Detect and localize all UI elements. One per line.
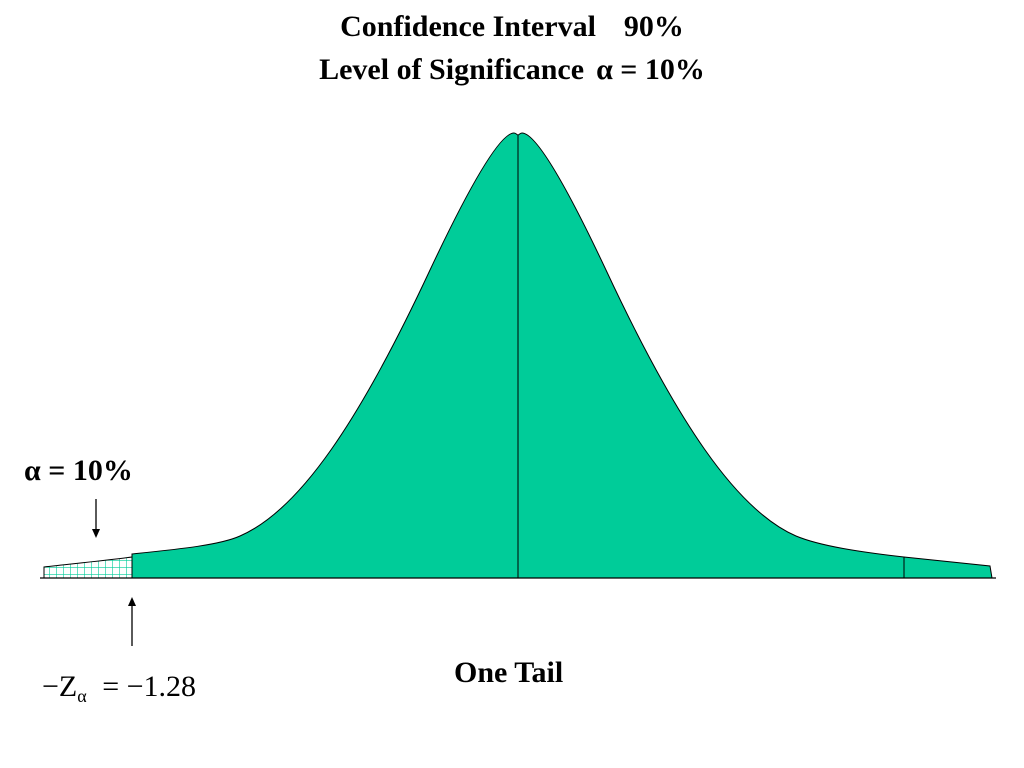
significance-level-label: Level of Significance	[319, 53, 585, 86]
critical-z-label: −Zα = −1.28	[42, 670, 197, 706]
critical-z-value: = −1.28	[102, 670, 197, 703]
confidence-interval-value: 90%	[623, 10, 684, 43]
critical-value-arrow	[128, 597, 136, 646]
alpha-pointer-arrow	[92, 499, 100, 538]
confidence-interval-label: Confidence Interval	[340, 10, 596, 43]
chart-title-line-2: Level of Significance α = 10%	[0, 55, 1024, 85]
z-symbol: −Z	[42, 670, 78, 703]
alpha-label: α = 10%	[24, 454, 133, 487]
right-tail-region	[903, 556, 993, 579]
significance-level-value: α = 10%	[596, 53, 705, 86]
tail-label: One Tail	[454, 656, 564, 689]
rejection-region-left-tail	[43, 556, 133, 579]
z-subscript: α	[77, 686, 87, 706]
chart-title-line-1: Confidence Interval 90%	[0, 12, 1024, 42]
